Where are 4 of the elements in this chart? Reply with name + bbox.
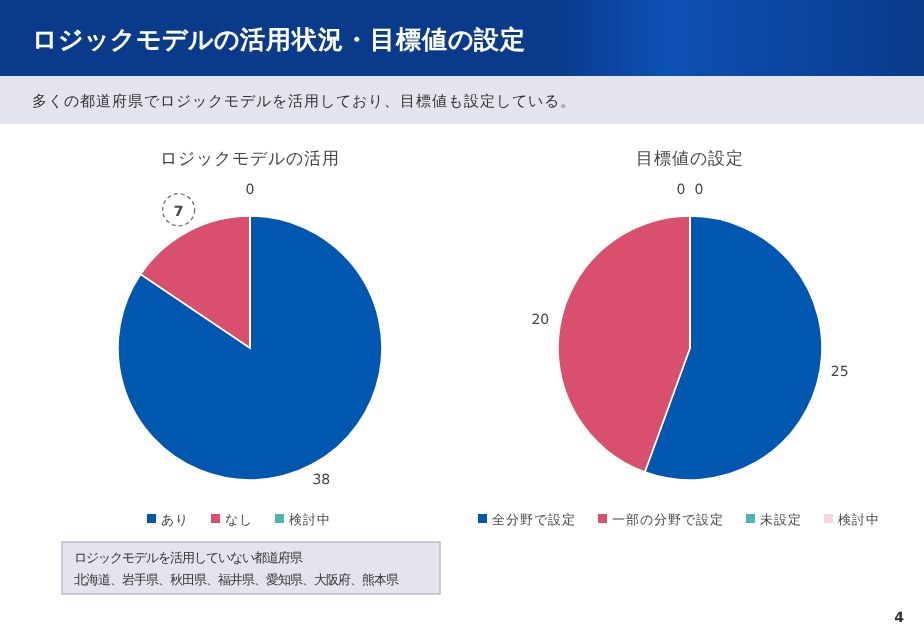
chart-title: 目標値の設定 [636,148,744,170]
pie-slice [117,215,383,481]
text: ロジックモデルの活用状況・目標値の設定 [32,24,526,54]
chart-title: ロジックモデルの活用 [160,148,340,170]
